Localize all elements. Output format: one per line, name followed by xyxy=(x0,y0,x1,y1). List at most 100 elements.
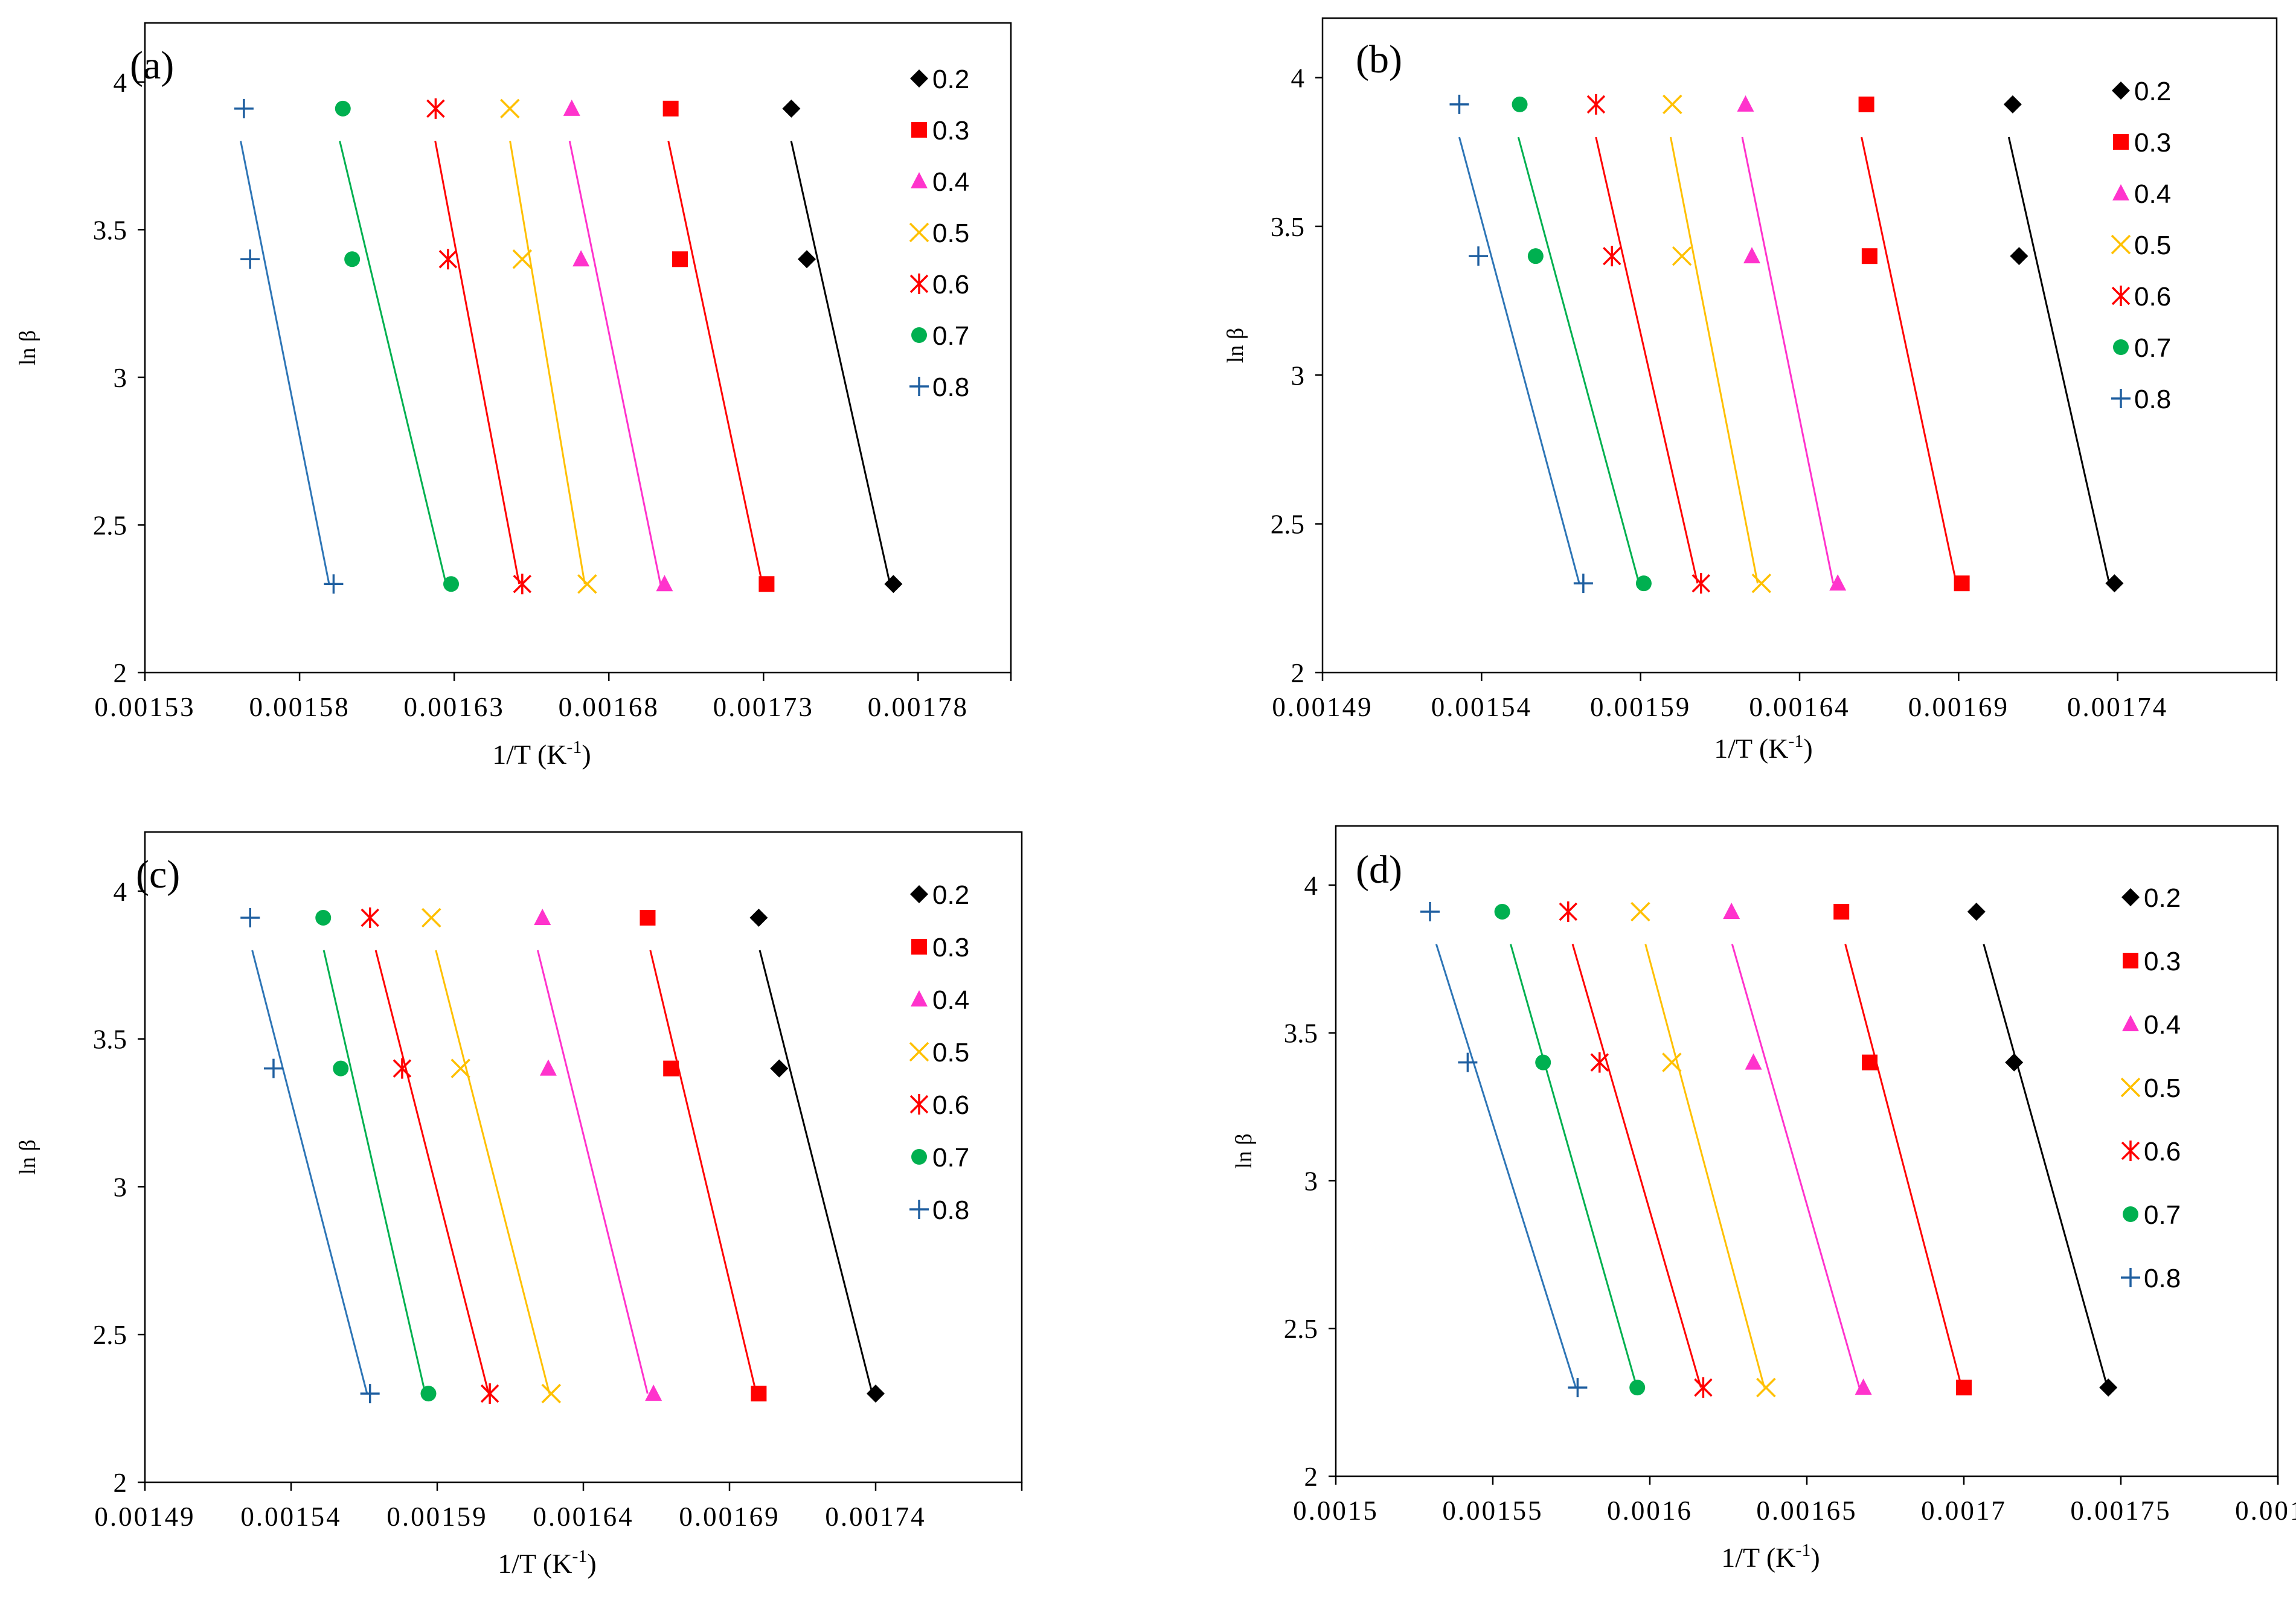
data-point-0.2 xyxy=(2010,247,2028,266)
data-point-0.5 xyxy=(1756,1377,1776,1398)
data-point-0.3 xyxy=(1862,1054,1878,1070)
x-tick-label: 0.00169 xyxy=(679,1502,780,1532)
x-axis-label: 1/T (K-1) xyxy=(1721,1540,1820,1573)
fit-line-0.6 xyxy=(1595,136,1699,584)
legend-marker-0.5 xyxy=(909,1042,929,1062)
data-point-0.7 xyxy=(1494,903,1510,920)
x-tick-label: 0.0015 xyxy=(1293,1496,1379,1526)
legend-label: 0.3 xyxy=(2144,947,2181,976)
legend-label: 0.8 xyxy=(932,373,969,402)
legend-marker-0.8 xyxy=(2111,389,2131,408)
fit-line-0.4 xyxy=(536,950,649,1394)
data-point-0.3 xyxy=(640,909,656,926)
y-tick-label: 2 xyxy=(1291,658,1305,688)
x-tick-label: 0.00173 xyxy=(713,692,814,722)
legend-label: 0.2 xyxy=(2144,883,2181,913)
x-axis-label: 1/T (K-1) xyxy=(1714,731,1812,764)
y-axis-label: ln β xyxy=(15,1139,40,1174)
y-axis-label: ln β xyxy=(15,330,40,365)
legend-label: 0.3 xyxy=(2134,128,2171,158)
data-point-0.8 xyxy=(1458,1052,1478,1072)
x-tick-label: 0.00175 xyxy=(2070,1496,2171,1526)
legend-marker-0.6 xyxy=(909,1094,929,1115)
legend-marker-0.3 xyxy=(2113,134,2129,150)
data-point-0.2 xyxy=(782,99,801,118)
chart-panel-a: 2 2.5 3 3.5 4 0.00153 0.00158 0.00163 0.00168 0.0… xyxy=(15,22,1012,770)
fit-line-0.2 xyxy=(790,141,891,584)
chart-panel-d: 2 2.5 3 3.5 4 0.0015 0.00155 0.0016 0.00165 0.001… xyxy=(1231,825,2296,1573)
fit-line-0.2 xyxy=(1983,944,2109,1388)
fit-line-0.4 xyxy=(1731,944,1861,1388)
data-point-0.8 xyxy=(240,249,260,269)
legend-label: 0.8 xyxy=(2144,1264,2181,1293)
x-tick-label: 0.0018 xyxy=(2235,1496,2296,1526)
data-point-0.5 xyxy=(577,574,597,594)
fit-line-0.7 xyxy=(322,950,426,1394)
x-tick-label: 0.00154 xyxy=(1431,692,1532,722)
data-point-0.5 xyxy=(1663,94,1682,115)
x-axis-label: 1/T (K-1) xyxy=(498,1546,596,1579)
y-tick-label: 3 xyxy=(1304,1166,1318,1196)
data-point-0.7 xyxy=(344,251,361,267)
data-point-0.4 xyxy=(1743,247,1760,264)
x-tick-label: 0.0017 xyxy=(1921,1496,2007,1526)
data-point-0.6 xyxy=(480,1383,499,1404)
fit-line-0.8 xyxy=(1435,944,1577,1388)
legend-label: 0.3 xyxy=(932,933,969,962)
fit-line-0.5 xyxy=(435,950,551,1394)
y-tick-label: 3.5 xyxy=(93,1025,127,1055)
x-tick-label: 0.00153 xyxy=(94,692,195,722)
legend-label: 0.5 xyxy=(932,219,969,248)
x-tick-label: 0.00154 xyxy=(240,1502,341,1532)
data-point-0.6 xyxy=(513,574,532,595)
data-point-0.2 xyxy=(797,250,816,269)
y-tick-label: 2 xyxy=(114,1468,127,1498)
x-tick-label: 0.00169 xyxy=(1908,692,2009,722)
data-point-0.2 xyxy=(2003,95,2022,114)
data-point-0.8 xyxy=(324,574,344,594)
y-tick-label: 4 xyxy=(114,68,127,98)
fit-line-0.3 xyxy=(649,950,757,1394)
legend-label: 0.5 xyxy=(2144,1074,2181,1103)
legend-label: 0.5 xyxy=(2134,231,2171,260)
data-point-0.3 xyxy=(1833,903,1850,920)
data-point-0.5 xyxy=(422,907,441,928)
panel-label: (b) xyxy=(1356,37,1402,82)
x-tick-label: 0.0016 xyxy=(1607,1496,1693,1526)
fit-line-0.4 xyxy=(568,141,662,584)
fit-line-0.3 xyxy=(1844,944,1963,1388)
data-point-0.5 xyxy=(541,1383,561,1404)
chart-panel-c: 2 2.5 3 3.5 4 0.00149 0.00154 0.00159 0.00164 0.0… xyxy=(15,831,1023,1579)
legend-marker-0.6 xyxy=(2121,1141,2140,1161)
y-tick-label: 3.5 xyxy=(1271,212,1304,242)
y-tick-label: 2.5 xyxy=(1284,1314,1318,1344)
legend-marker-0.3 xyxy=(911,939,927,955)
data-point-0.7 xyxy=(420,1386,437,1402)
legend-marker-0.2 xyxy=(2112,82,2130,100)
x-tick-label: 0.00163 xyxy=(404,692,505,722)
data-point-0.5 xyxy=(500,98,520,119)
legend-marker-0.7 xyxy=(2113,339,2129,355)
data-point-0.2 xyxy=(1967,902,1986,921)
data-point-0.5 xyxy=(1662,1052,1682,1072)
data-point-0.6 xyxy=(1586,94,1606,115)
legend: 0.2 0.3 0.4 0.5 0.6 0.7 0.8 xyxy=(909,65,969,402)
legend-label: 0.4 xyxy=(932,985,969,1015)
y-axis-label: ln β xyxy=(1223,328,1248,363)
fit-line-0.8 xyxy=(1458,136,1580,584)
data-point-0.4 xyxy=(1737,95,1754,112)
x-tick-label: 0.00164 xyxy=(533,1502,633,1532)
x-tick-label: 0.00164 xyxy=(1749,692,1850,722)
legend-label: 0.6 xyxy=(932,1090,969,1120)
data-point-0.8 xyxy=(1568,1378,1588,1398)
y-tick-label: 4 xyxy=(114,877,127,907)
legend-marker-0.4 xyxy=(2112,184,2129,200)
data-point-0.4 xyxy=(1855,1378,1872,1395)
data-point-0.3 xyxy=(663,1060,679,1077)
y-tick-label: 2.5 xyxy=(93,1320,127,1350)
data-point-0.6 xyxy=(361,907,379,928)
data-point-0.8 xyxy=(1573,574,1593,594)
legend-marker-0.3 xyxy=(911,122,927,138)
data-point-0.2 xyxy=(2105,574,2124,593)
y-tick-label: 3 xyxy=(1291,360,1305,391)
